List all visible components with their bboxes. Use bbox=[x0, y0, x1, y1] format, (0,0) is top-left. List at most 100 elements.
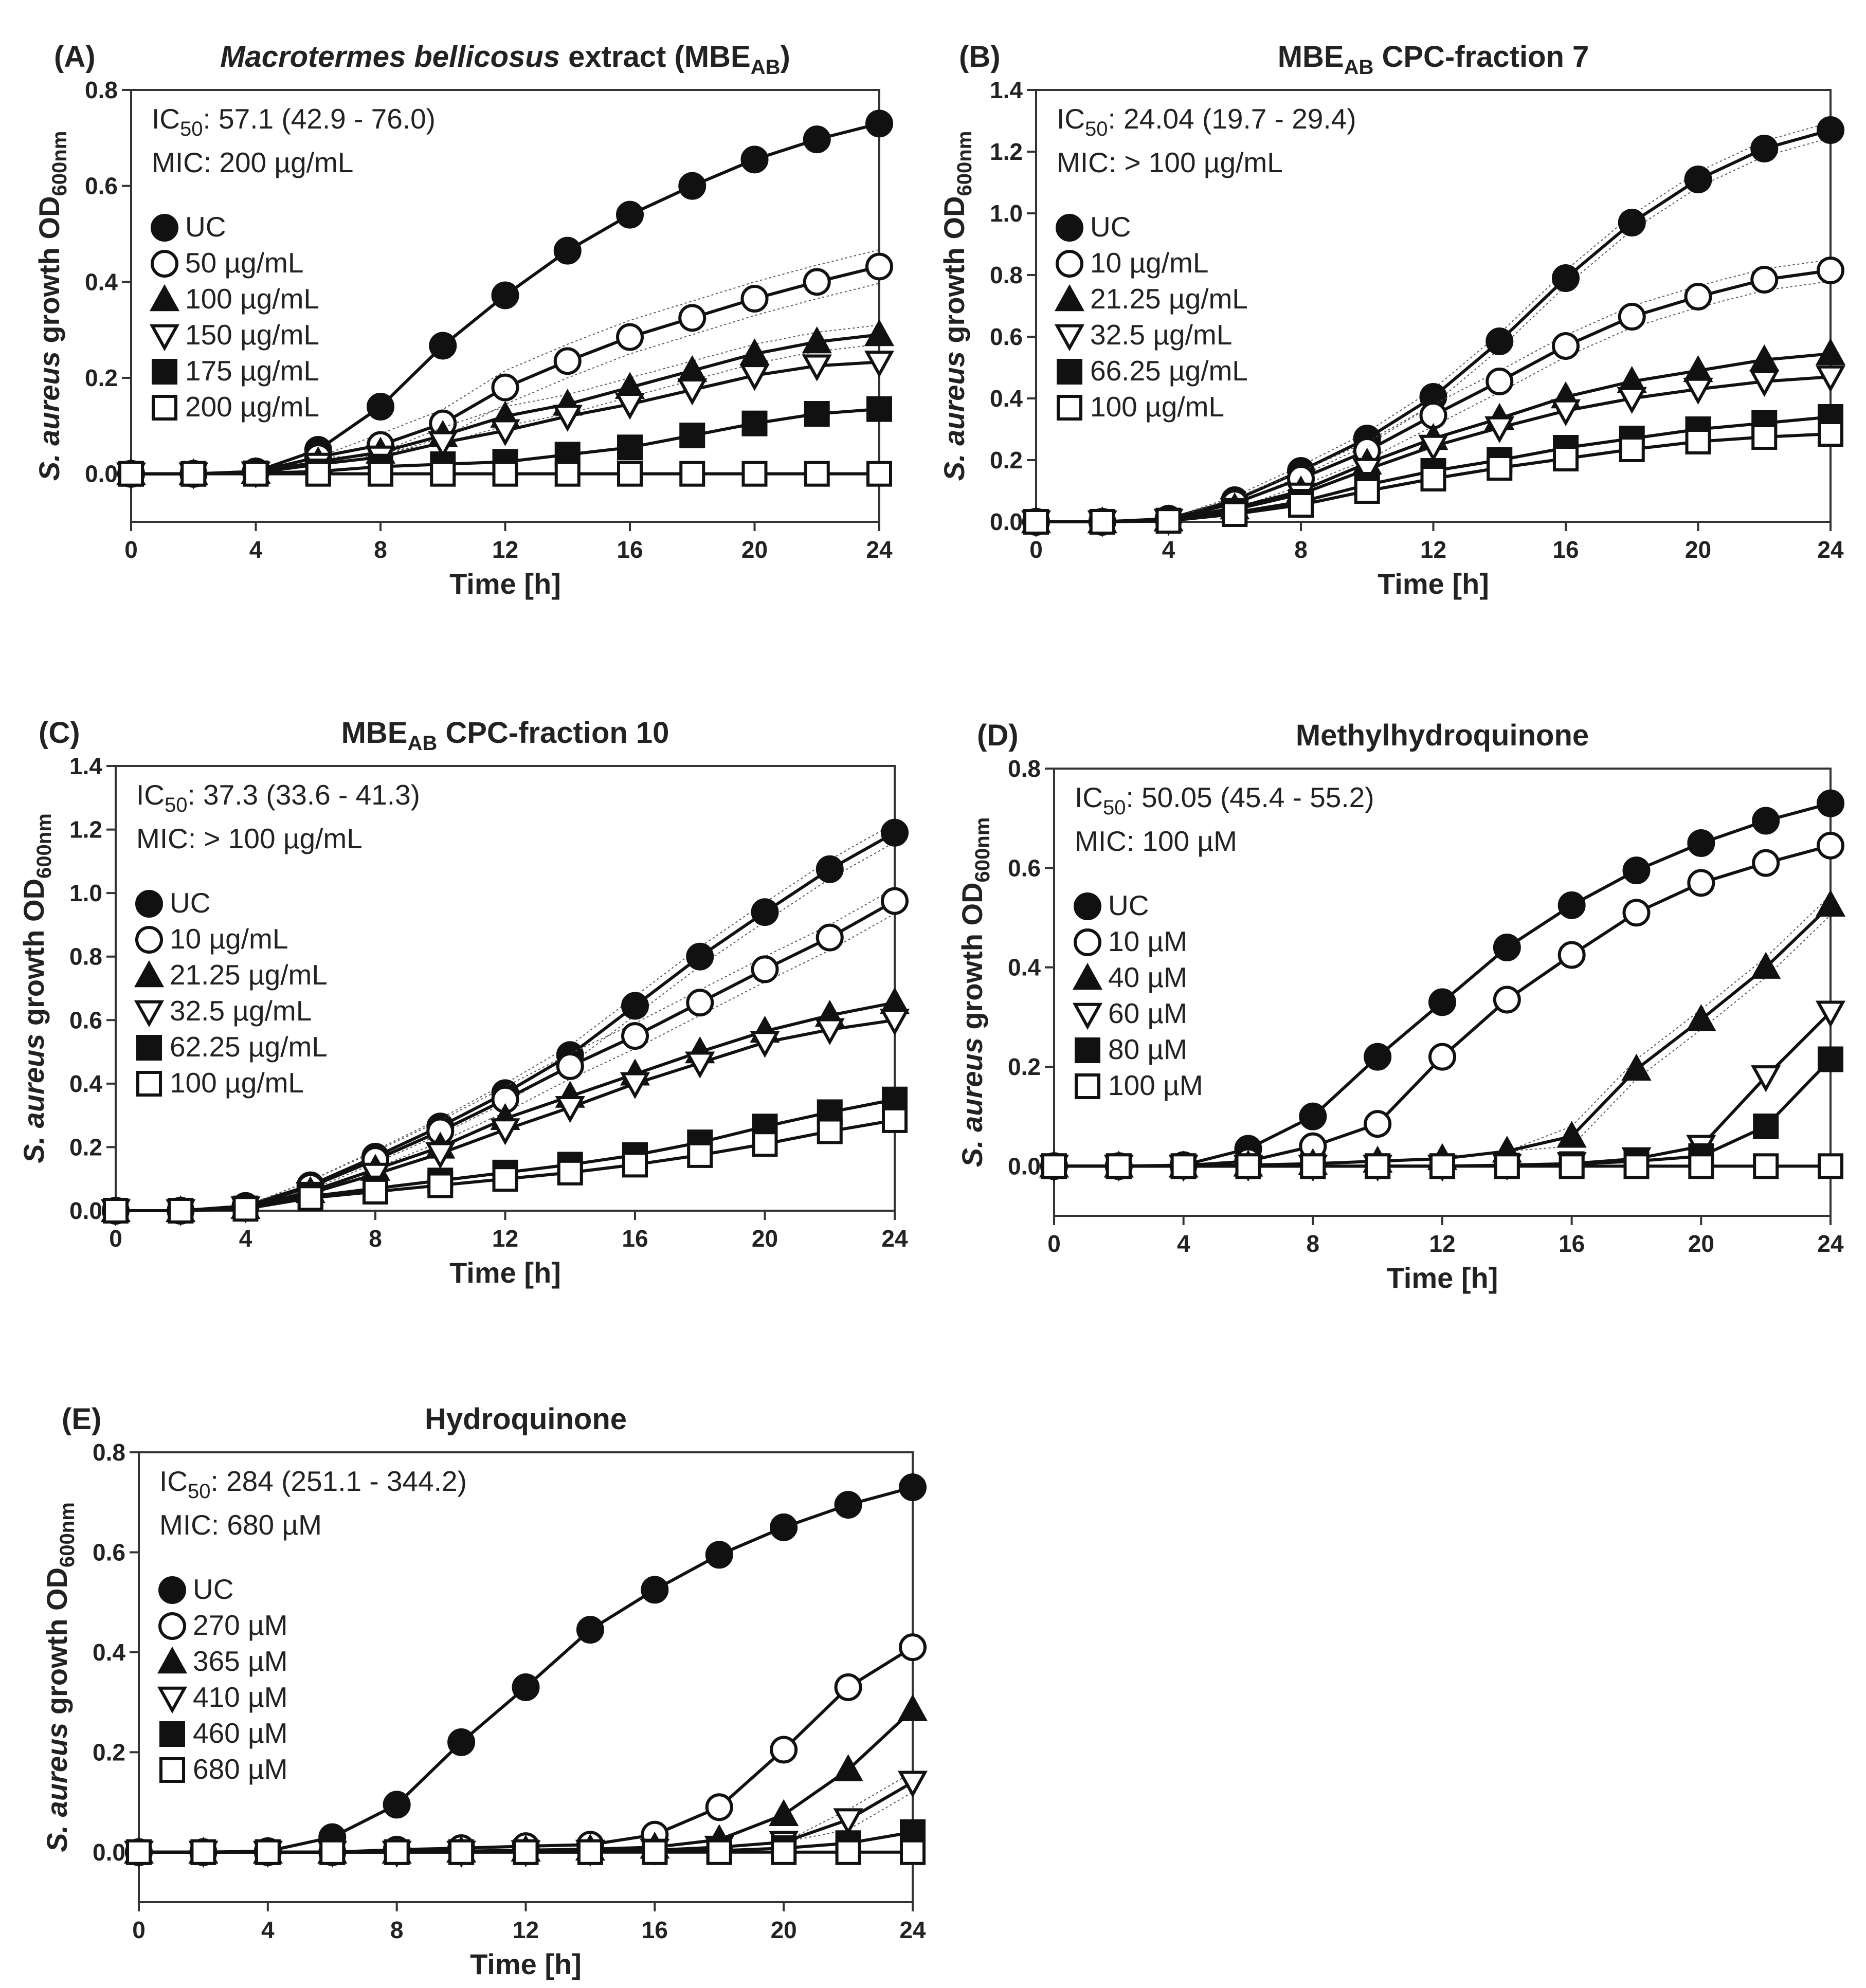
legend-label: 10 µg/mL bbox=[1090, 247, 1208, 279]
ic50-prefix: IC bbox=[159, 1465, 188, 1497]
y-tick-label: 1.2 bbox=[69, 816, 102, 843]
ic50-value: : 50.05 (45.4 - 55.2) bbox=[1126, 781, 1374, 813]
data-point bbox=[705, 1793, 733, 1821]
data-point bbox=[864, 319, 895, 346]
ic50-text: IC50: 57.1 (42.9 - 76.0) bbox=[152, 103, 436, 140]
ic50-subscript: 50 bbox=[1103, 796, 1126, 819]
x-tick-label: 20 bbox=[741, 536, 768, 563]
legend-marker bbox=[135, 926, 163, 954]
data-point bbox=[1818, 421, 1843, 447]
y-tick-label: 0.6 bbox=[1008, 854, 1041, 881]
data-point bbox=[741, 410, 768, 436]
data-point bbox=[363, 1178, 388, 1205]
legend-label: 10 µM bbox=[1108, 925, 1187, 957]
ic50-prefix: IC bbox=[136, 779, 165, 811]
data-point bbox=[557, 1159, 583, 1185]
data-point bbox=[705, 1541, 733, 1569]
data-point bbox=[554, 461, 581, 487]
ic50-text: IC50: 24.04 (19.7 - 29.4) bbox=[1057, 103, 1356, 140]
y-tick-label: 1.4 bbox=[69, 753, 102, 779]
data-point bbox=[368, 461, 393, 487]
data-point bbox=[804, 401, 830, 427]
data-point bbox=[1751, 424, 1778, 450]
legend-marker bbox=[149, 284, 180, 312]
data-point bbox=[305, 461, 331, 487]
legend-marker bbox=[151, 214, 178, 242]
y-axis-label: S. aureus growth OD600nm bbox=[17, 813, 56, 1163]
data-point bbox=[687, 1142, 713, 1168]
data-point bbox=[383, 1791, 411, 1819]
legend-marker bbox=[1072, 1002, 1103, 1030]
data-point bbox=[1553, 446, 1579, 471]
data-point bbox=[741, 461, 768, 487]
data-point bbox=[1752, 849, 1780, 877]
legend-marker bbox=[1074, 928, 1101, 956]
legend-marker bbox=[135, 890, 163, 918]
data-point bbox=[864, 351, 895, 378]
y-tick-label: 0.0 bbox=[93, 1839, 125, 1866]
y-tick-label: 0.4 bbox=[93, 1639, 125, 1666]
data-point bbox=[1817, 789, 1844, 817]
data-point bbox=[232, 1196, 259, 1222]
y-tick-label: 0.4 bbox=[69, 1070, 102, 1097]
data-point bbox=[1557, 941, 1586, 969]
ic50-subscript: 50 bbox=[1085, 118, 1108, 140]
data-point bbox=[616, 323, 644, 351]
data-point bbox=[1684, 283, 1712, 311]
data-point bbox=[1023, 509, 1049, 535]
mic-text: MIC: 100 µM bbox=[1075, 825, 1237, 857]
y-axis-label: S. aureus growth OD600nm bbox=[938, 131, 976, 481]
x-tick-label: 12 bbox=[1429, 1230, 1455, 1257]
y-tick-label: 0.8 bbox=[93, 1439, 125, 1466]
legend-marker bbox=[157, 1646, 188, 1674]
data-point bbox=[1683, 377, 1713, 405]
data-point bbox=[1485, 368, 1514, 395]
title-part: extract (MBE bbox=[560, 40, 751, 74]
data-point bbox=[739, 338, 770, 366]
legend-marker bbox=[159, 1721, 185, 1747]
data-point bbox=[882, 1107, 908, 1133]
data-point bbox=[1752, 807, 1780, 835]
title-part: Methylhydroquinone bbox=[1296, 719, 1589, 752]
data-point bbox=[1487, 455, 1513, 481]
x-tick-label: 4 bbox=[1162, 536, 1175, 563]
data-point bbox=[1365, 1153, 1391, 1179]
title-part: Macrotermes bellicosus bbox=[220, 40, 560, 74]
y-tick-label: 0.2 bbox=[69, 1134, 102, 1160]
data-point bbox=[621, 992, 649, 1020]
y-tick-label: 0.2 bbox=[85, 364, 118, 391]
ic50-value: : 57.1 (42.9 - 76.0) bbox=[203, 103, 436, 135]
x-tick-label: 20 bbox=[1685, 536, 1711, 563]
ic50-prefix: IC bbox=[1075, 781, 1103, 813]
data-point bbox=[865, 252, 893, 281]
data-point bbox=[678, 172, 706, 200]
legend-label: 100 µg/mL bbox=[1090, 391, 1224, 423]
x-tick-label: 12 bbox=[1420, 536, 1446, 563]
y-axis-label-measure: growth OD bbox=[956, 882, 988, 1037]
x-tick-label: 0 bbox=[132, 1917, 146, 1943]
legend-label: 32.5 µg/mL bbox=[1090, 319, 1232, 351]
data-point bbox=[1753, 1153, 1779, 1179]
data-point bbox=[614, 393, 645, 420]
y-tick-label: 0.2 bbox=[1008, 1053, 1041, 1080]
mic-text: MIC: > 100 µg/mL bbox=[1057, 147, 1283, 178]
y-axis-label-measure: growth OD bbox=[41, 1567, 73, 1723]
legend-marker bbox=[152, 395, 177, 421]
legend-label: 60 µM bbox=[1108, 997, 1187, 1029]
x-tick-label: 4 bbox=[239, 1225, 252, 1252]
x-tick-label: 8 bbox=[1307, 1230, 1320, 1257]
data-point bbox=[752, 1131, 778, 1157]
legend-label: 680 µM bbox=[193, 1753, 288, 1785]
data-point bbox=[1170, 1153, 1197, 1179]
data-point bbox=[616, 200, 644, 229]
legend-label: 270 µM bbox=[193, 1609, 288, 1641]
panel-c: (C) MBEAB CPC-fraction 10 0 4 8 12 16 20 24 0.0 0.… bbox=[17, 716, 910, 1289]
y-tick-label: 0.4 bbox=[85, 268, 118, 295]
legend-marker bbox=[1072, 962, 1103, 990]
data-point bbox=[751, 898, 779, 926]
ic50-value: : 284 (251.1 - 344.2) bbox=[211, 1465, 467, 1497]
data-point bbox=[1364, 1110, 1392, 1138]
panel-title: MBEAB CPC-fraction 10 bbox=[341, 716, 669, 755]
panel-b: (B) MBEAB CPC-fraction 7 0 4 8 12 16 20 24 0.0 0.2… bbox=[938, 40, 1846, 600]
x-tick-label: 24 bbox=[1817, 1230, 1844, 1257]
